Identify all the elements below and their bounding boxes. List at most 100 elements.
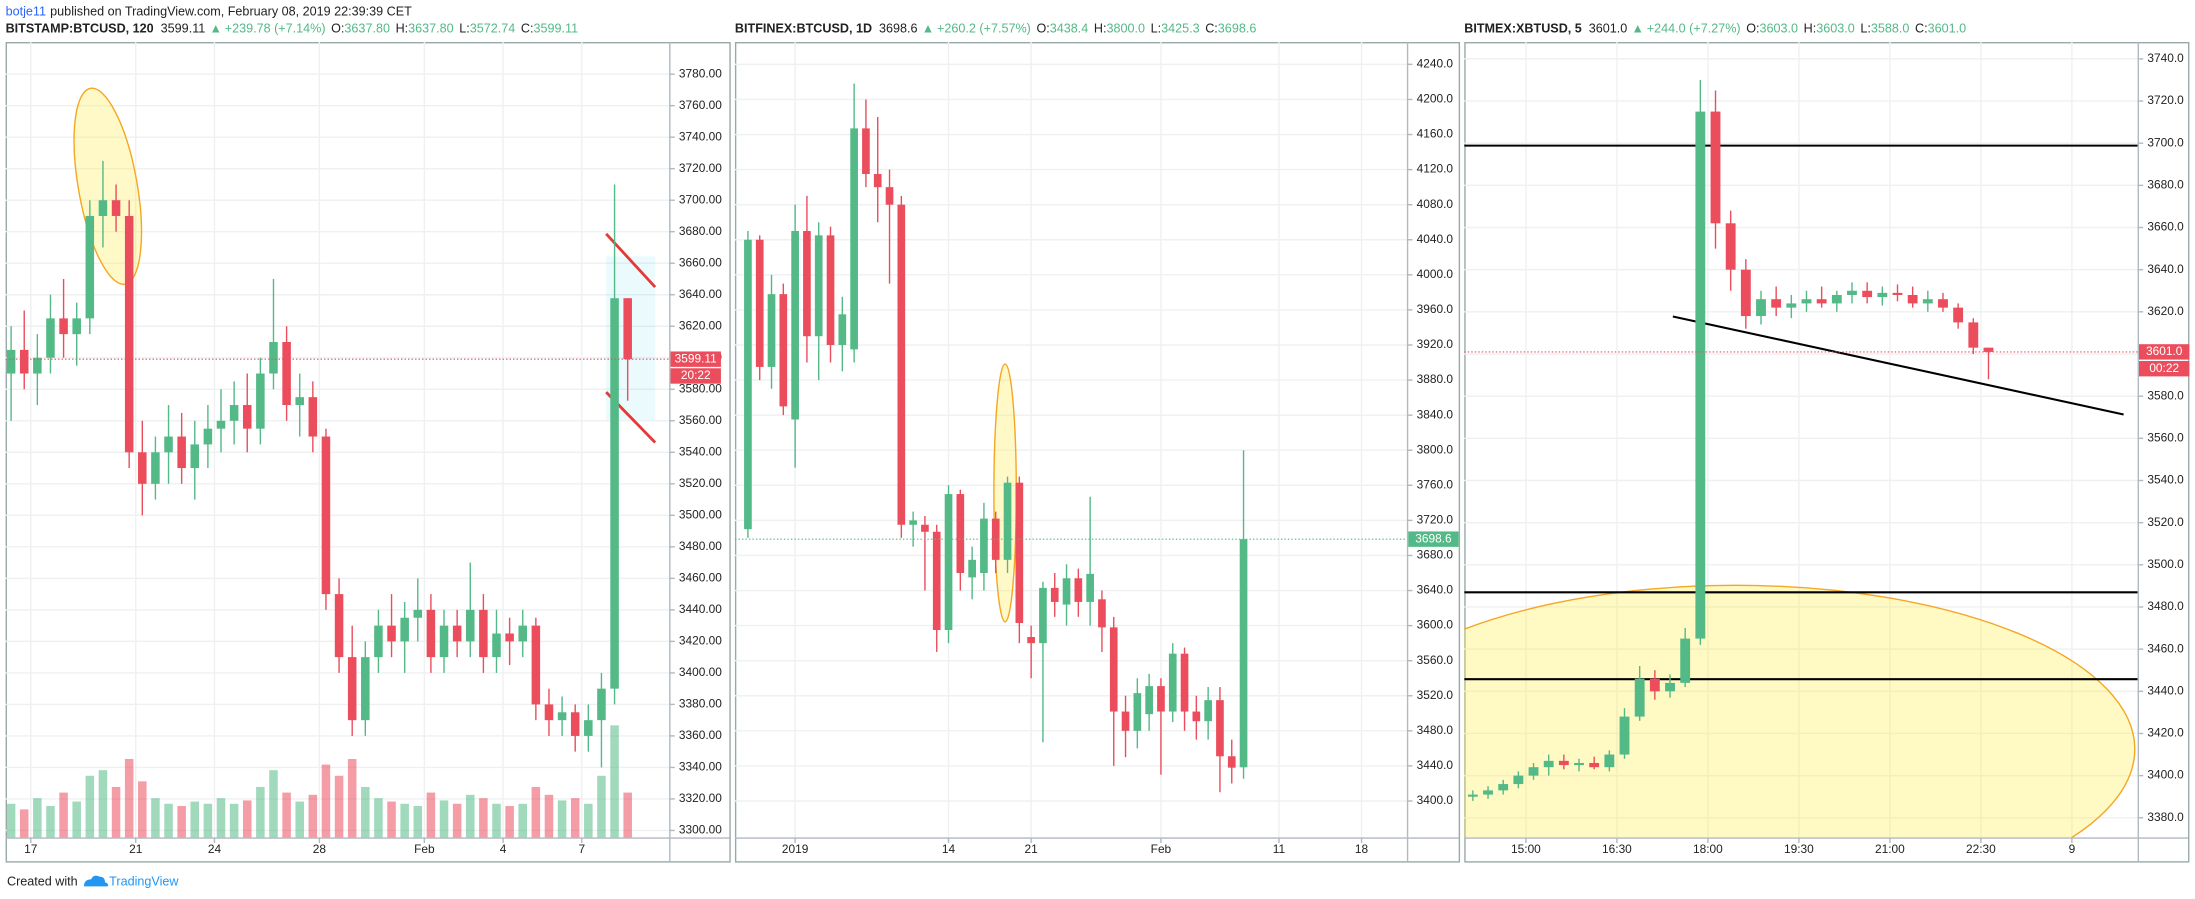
marks-layer <box>5 79 2138 838</box>
ohlc-label: H: <box>396 22 409 36</box>
candle-body <box>505 633 514 642</box>
candle-body <box>610 298 619 689</box>
x-tick-label: 14 <box>942 842 956 856</box>
x-tick-label: 21 <box>1025 842 1039 856</box>
y-tick-label: 3680.0 <box>1417 548 1454 562</box>
ohlc-value: 3603.0 <box>1760 22 1799 36</box>
ohlc-label: H: <box>1094 22 1107 36</box>
y-tick-label: 3960.0 <box>1417 302 1454 316</box>
volume-bar <box>111 786 121 838</box>
candle-body <box>956 494 965 573</box>
candle-body <box>413 609 423 618</box>
volume-bar <box>387 801 396 838</box>
annotations <box>73 87 2138 838</box>
candle-body <box>909 520 917 525</box>
candle-body <box>1589 762 1600 768</box>
x-tick-label: 18:00 <box>1693 842 1723 856</box>
volume-bar <box>374 798 383 838</box>
change: +260.2 (+7.57%) <box>937 22 1031 36</box>
x-tick-label: 16:30 <box>1602 842 1632 856</box>
y-tick-label: 3460.0 <box>2147 641 2184 655</box>
y-tick-label: 3700.00 <box>679 192 722 206</box>
y-tick-label: 3400.00 <box>679 665 722 679</box>
candle-body <box>1938 299 1948 308</box>
volume-bar <box>518 803 527 838</box>
volume-bar <box>6 803 16 838</box>
volume-bar <box>361 786 370 838</box>
chart-header: BITMEX:XBTUSD, 5 3601.0 ▲ +244.0 (+7.27%) O:… <box>1464 22 1966 36</box>
candle-body <box>873 173 882 188</box>
candle-body <box>98 200 108 216</box>
y-tick-label: 3540.0 <box>2147 473 2184 487</box>
candle-body <box>85 215 95 319</box>
volume-bar <box>597 775 606 838</box>
volume-bar <box>570 798 580 838</box>
candle-body <box>544 704 554 721</box>
candle-body <box>1003 482 1012 560</box>
candle-body <box>1665 682 1675 692</box>
volume-bar <box>229 803 239 838</box>
panel <box>734 42 1461 863</box>
x-tick-label: 28 <box>313 842 327 856</box>
last-price: 3698.6 <box>879 22 918 36</box>
candle-body <box>1528 767 1539 776</box>
candle-body <box>334 594 344 658</box>
candle-body <box>1027 637 1035 644</box>
candle-body <box>295 397 304 406</box>
candle-body <box>1227 756 1236 768</box>
candle-body <box>623 298 632 360</box>
y-tick-label: 3680.0 <box>2147 177 2184 191</box>
candle-body <box>1121 711 1130 731</box>
candle-body <box>59 318 68 335</box>
ohlc-label: C: <box>1915 22 1928 36</box>
candle-body <box>1634 678 1645 717</box>
y-tick-label: 3440.00 <box>679 602 722 616</box>
y-tick-label: 3720.0 <box>1417 513 1454 527</box>
candle-body <box>1680 638 1691 683</box>
candle-body <box>814 235 823 337</box>
candle-body <box>1098 599 1106 628</box>
y-tick-label: 3640.00 <box>679 287 722 301</box>
y-tick-label: 3660.0 <box>2147 220 2184 234</box>
candle-body <box>885 187 894 205</box>
publish-line: botje11 published on TradingView.com, Feb… <box>6 5 413 19</box>
x-tick-label: 2019 <box>782 842 809 856</box>
y-tick-label: 3480.0 <box>1417 723 1454 737</box>
candle-body <box>387 625 396 642</box>
x-tick-label: 21 <box>129 842 143 856</box>
y-tick-label: 4040.0 <box>1417 232 1454 246</box>
author[interactable]: botje11 <box>6 5 46 19</box>
y-tick-label: 4120.0 <box>1417 162 1454 176</box>
candle-body <box>452 625 462 642</box>
volume-bar <box>177 806 186 838</box>
x-tick-label: 22:30 <box>1966 842 1996 856</box>
candle-body <box>1216 700 1224 757</box>
candle-body <box>1725 223 1736 270</box>
candle-body <box>203 428 213 445</box>
volume-bar <box>465 794 475 838</box>
candle-body <box>190 444 200 469</box>
volume-bar <box>479 798 488 838</box>
x-tick-label: 24 <box>208 842 222 856</box>
candle-body <box>1786 303 1797 308</box>
candle-body <box>1847 290 1857 295</box>
brand[interactable]: TradingView <box>109 875 179 889</box>
volume-bar <box>610 725 619 838</box>
candle-body <box>1039 587 1047 644</box>
candle-body <box>1801 299 1812 304</box>
ohlc-label: H: <box>1804 22 1817 36</box>
candle-body <box>1983 347 1994 352</box>
ohlc-value: 3425.3 <box>1161 22 1200 36</box>
volume-bar <box>98 770 108 838</box>
candle-body <box>321 436 331 595</box>
volume-bar <box>623 792 632 838</box>
change-arrow: ▲ <box>1632 22 1644 36</box>
candle-body <box>308 397 318 437</box>
y-tick-label: 4160.0 <box>1417 127 1454 141</box>
volume-bar <box>269 770 278 838</box>
volume-bar <box>347 758 357 838</box>
volume-bar <box>400 803 409 838</box>
volume-bar <box>308 794 318 838</box>
candle-body <box>19 349 29 374</box>
